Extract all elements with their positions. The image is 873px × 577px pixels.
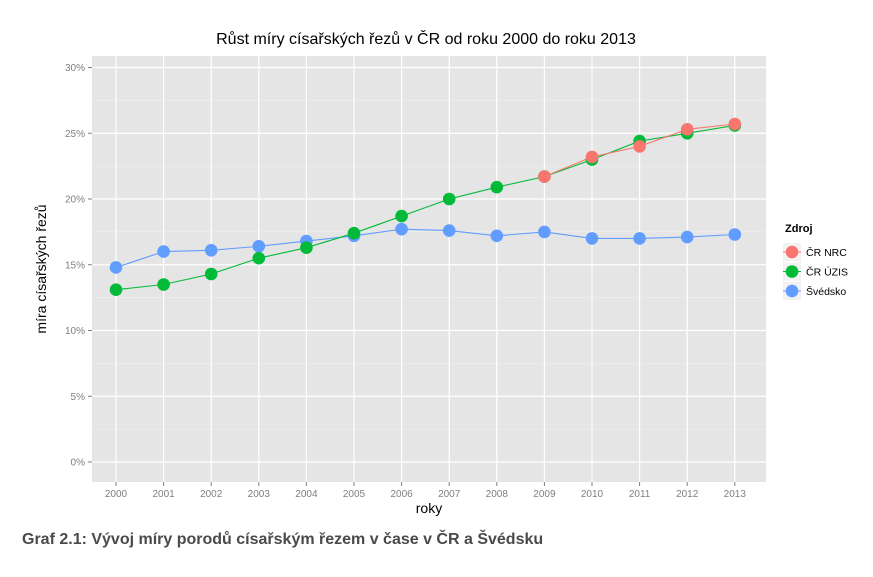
legend-key-point (785, 265, 799, 278)
data-point (204, 244, 218, 257)
x-tick-label: 2002 (200, 489, 223, 500)
legend-title: Zdroj (785, 223, 813, 235)
data-point (395, 222, 408, 236)
x-tick-label: 2007 (438, 489, 461, 500)
legend-key-point (785, 245, 799, 259)
x-tick-label: 2013 (724, 489, 747, 500)
data-point (109, 283, 123, 297)
data-point (347, 226, 361, 240)
y-tick-label: 0% (71, 458, 86, 469)
y-tick-label: 30% (65, 63, 85, 74)
x-axis-label: roky (416, 500, 442, 516)
data-point (204, 267, 218, 281)
data-point (728, 228, 742, 241)
figure-caption: Graf 2.1: Vývoj míry porodů císařským ře… (22, 531, 544, 548)
y-tick-label: 20% (65, 195, 85, 206)
data-point (680, 230, 694, 244)
x-tick-label: 2008 (486, 489, 509, 500)
x-tick-label: 2011 (629, 489, 651, 500)
legend-label: ČR NRC (806, 246, 847, 259)
data-point (109, 261, 123, 274)
legend: Zdroj ČR NRC ČR ÚZIS Švédsko (783, 223, 848, 300)
x-tick-label: 2004 (295, 489, 318, 500)
series-line (115, 124, 735, 291)
data-point (680, 123, 694, 136)
y-axis-label: míra císařských řezů (33, 204, 49, 333)
y-axis-ticks: 0% 5% 10% 15% 20% 25% 30% (65, 63, 92, 469)
data-point (252, 240, 266, 253)
data-point (585, 150, 599, 164)
x-tick-label: 2005 (343, 489, 366, 500)
chart: Růst míry císařských řezů v ČR od roku 2… (33, 29, 848, 516)
legend-label: ČR ÚZIS (806, 266, 848, 279)
data-point (442, 192, 456, 206)
x-tick-label: 2000 (105, 489, 128, 500)
data-point (252, 251, 266, 265)
data-point (490, 229, 504, 243)
y-tick-label: 5% (71, 392, 86, 403)
data-point (157, 245, 170, 258)
x-axis-ticks: 2000 2001 2002 2003 2004 2005 2006 2007 2008 2009… (105, 482, 746, 500)
data-point (300, 241, 313, 254)
x-tick-label: 2003 (248, 489, 271, 500)
data-point (728, 117, 742, 131)
x-tick-label: 2010 (581, 489, 604, 500)
plot-background (92, 56, 766, 482)
x-tick-label: 2009 (533, 489, 556, 500)
y-tick-label: 25% (65, 129, 85, 140)
series-line (115, 228, 735, 268)
x-tick-label: 2012 (676, 489, 699, 500)
legend-label: Švédsko (806, 285, 846, 298)
data-point (395, 209, 408, 223)
legend-key-point (785, 284, 799, 298)
x-tick-label: 2001 (152, 489, 175, 500)
series-points (109, 117, 742, 297)
data-point (633, 232, 646, 245)
chart-title: Růst míry císařských řezů v ČR od roku 2… (216, 29, 636, 48)
data-point (538, 170, 551, 183)
data-point (633, 140, 646, 153)
data-point (490, 180, 504, 194)
data-point (442, 224, 456, 237)
x-tick-label: 2006 (390, 489, 413, 500)
y-tick-label: 10% (65, 326, 85, 337)
y-tick-label: 15% (65, 260, 85, 271)
grid-minor (92, 100, 766, 430)
data-point (585, 232, 599, 245)
data-point (538, 225, 551, 239)
data-point (157, 278, 170, 291)
